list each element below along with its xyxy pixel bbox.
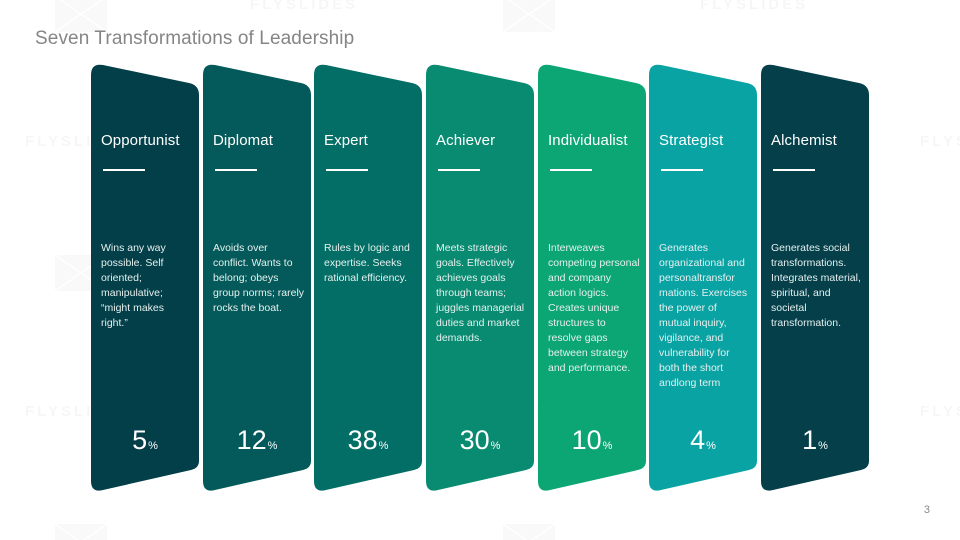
percent-sign: % (378, 440, 389, 452)
card-shape-icon (426, 64, 534, 491)
percentage-number: 4 (690, 425, 706, 455)
percent-sign: % (602, 440, 613, 452)
card-achiever: Achiever Meets strategic goals. Effectiv… (426, 63, 534, 491)
percent-sign: % (148, 440, 158, 452)
card-description: Wins any way possible. Self oriented; ma… (101, 242, 166, 329)
card-title: Achiever (436, 132, 496, 149)
title-underline (215, 169, 257, 171)
slide-title: Seven Transformations of Leadership (35, 28, 355, 49)
percentage-number: 10 (571, 425, 602, 455)
percentage-number: 30 (459, 425, 490, 455)
percentage-value: 12% (203, 425, 311, 456)
percentage-number: 38 (347, 425, 378, 455)
card-title: Diplomat (213, 132, 273, 149)
card-title: Individualist (548, 132, 628, 149)
percentage-value: 30% (426, 425, 534, 456)
card-description: Rules by logic and expertise. Seeks rati… (324, 242, 410, 284)
card-description: Generates organizational and personaltra… (659, 242, 748, 389)
title-underline (550, 169, 592, 171)
page-number: 3 (923, 504, 930, 516)
card-title: Expert (324, 132, 368, 149)
watermark-logo-icon (502, 523, 556, 540)
title-underline (103, 169, 145, 171)
percent-sign: % (267, 440, 278, 452)
watermark-logo-icon (502, 0, 556, 33)
card-shape-icon (761, 64, 869, 491)
percent-sign: % (490, 440, 501, 452)
percent-sign: % (818, 440, 828, 452)
card-shape-icon (314, 64, 422, 491)
card-description: Generates social transformations. Integr… (771, 242, 861, 329)
card-description: Interweaves competing personal and compa… (548, 242, 640, 374)
title-underline (661, 169, 703, 171)
card-title: Opportunist (101, 132, 180, 149)
card-description: Meets strategic goals. Effectively achie… (436, 242, 525, 344)
percentage-number: 5 (132, 425, 148, 455)
percentage-value: 38% (314, 425, 422, 456)
percentage-value: 1% (761, 425, 869, 456)
percent-sign: % (706, 440, 716, 452)
card-alchemist: Alchemist Generates social transformatio… (761, 63, 869, 491)
percentage-number: 12 (236, 425, 267, 455)
card-opportunist: Opportunist Wins any way possible. Self … (91, 63, 199, 491)
card-shape-icon (538, 64, 646, 491)
card-title: Alchemist (771, 132, 837, 149)
title-underline (326, 169, 368, 171)
percentage-number: 1 (802, 425, 818, 455)
card-shape-icon (649, 64, 757, 491)
title-underline (773, 169, 815, 171)
card-shape-icon (91, 64, 199, 491)
percentage-value: 10% (538, 425, 646, 456)
card-expert: Expert Rules by logic and expertise. See… (314, 63, 422, 491)
card-shape-icon (203, 64, 311, 491)
percentage-value: 5% (91, 425, 199, 456)
title-underline (438, 169, 480, 171)
card-strategist: Strategist Generates organizational and … (649, 63, 757, 491)
card-title: Strategist (659, 132, 724, 149)
watermark-logo-icon (54, 0, 108, 33)
watermark-logo-icon (54, 523, 108, 540)
percentage-value: 4% (649, 425, 757, 456)
card-description: Avoids over conflict. Wants to belong; o… (213, 242, 305, 314)
card-diplomat: Diplomat Avoids over conflict. Wants to … (203, 63, 311, 491)
card-individualist: Individualist Interweaves competing pers… (538, 63, 646, 491)
